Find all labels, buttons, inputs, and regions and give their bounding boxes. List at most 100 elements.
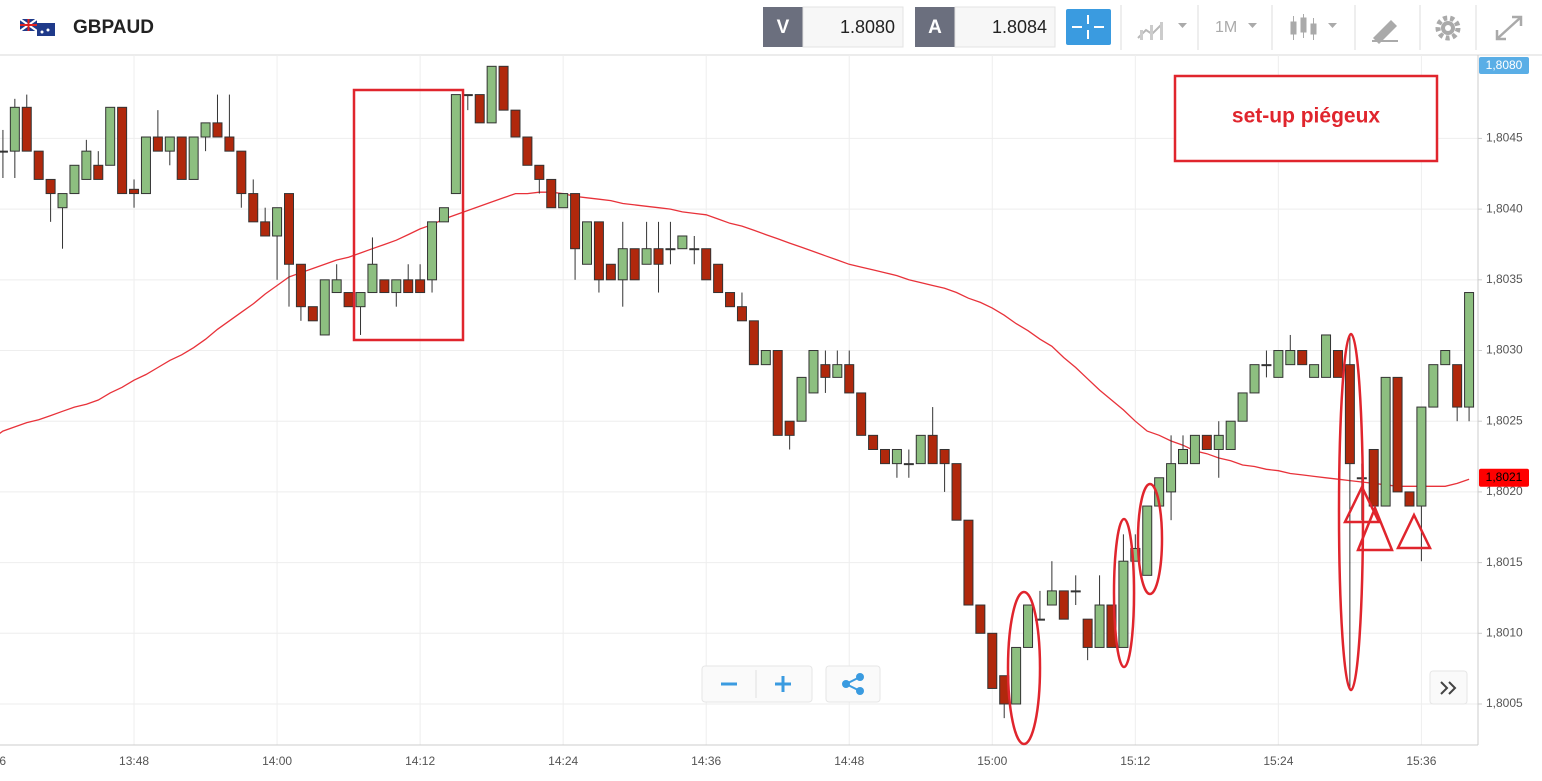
candle-body	[570, 193, 581, 250]
candle-body	[725, 292, 736, 308]
candle-body	[772, 350, 783, 436]
candle-body	[152, 136, 163, 152]
candle-body	[427, 221, 438, 281]
candle-body	[57, 193, 68, 209]
candle-body	[677, 235, 688, 250]
x-tick-label: 13:48	[119, 754, 149, 768]
candle-body	[93, 164, 104, 180]
y-tick-label: 1,8010	[1486, 625, 1523, 639]
candle-body	[1368, 448, 1379, 507]
candle-body	[1201, 434, 1212, 450]
candle-body	[319, 279, 330, 336]
draw-tool-button[interactable]	[1372, 20, 1398, 44]
chart-type-button[interactable]	[1137, 22, 1187, 40]
candle-body	[987, 632, 998, 689]
candle-body	[129, 188, 140, 195]
candle-body	[1070, 590, 1081, 593]
candle-body	[951, 463, 962, 521]
candle-body	[1452, 364, 1463, 408]
candle-body	[81, 150, 92, 180]
y-tick-label: 1,8005	[1486, 696, 1523, 710]
annotation-text: set-up piégeux	[1232, 105, 1381, 128]
candle-body	[844, 364, 855, 394]
x-tick-label: 13:36	[0, 754, 6, 768]
candle-body	[534, 164, 545, 180]
candle-body	[0, 150, 8, 153]
top-price-label: 1,8080	[1486, 58, 1523, 72]
moving-average	[0, 191, 1470, 487]
candle-body	[1309, 364, 1320, 378]
candle-body	[9, 106, 20, 152]
top-price-badge: 1,8080	[1479, 57, 1529, 74]
candle-body	[391, 279, 402, 294]
candle-body	[224, 136, 235, 152]
candle-body	[558, 193, 569, 209]
bid-box	[802, 6, 904, 48]
triangle-marker	[1396, 512, 1432, 550]
candle-body	[510, 109, 521, 138]
candle-body	[33, 150, 44, 180]
candle-body	[1321, 334, 1332, 378]
y-tick-label: 1,8015	[1486, 555, 1523, 569]
x-tick-label: 15:12	[1120, 754, 1150, 768]
candle-body	[140, 136, 151, 195]
candle-body	[903, 463, 914, 466]
candle-body	[856, 392, 867, 436]
highlight-ellipse	[1337, 332, 1365, 692]
crosshair-button[interactable]	[1066, 9, 1111, 45]
x-tick-label: 15:36	[1406, 754, 1436, 768]
candle-body	[1464, 292, 1475, 408]
candle-body	[1404, 491, 1415, 507]
candle-body	[784, 420, 795, 436]
candle-body	[1058, 590, 1069, 620]
share-button[interactable]	[825, 665, 881, 703]
zoom-in-button[interactable]	[775, 676, 791, 692]
candle-body	[462, 94, 473, 97]
ask-button[interactable]	[915, 7, 955, 47]
symbol: GBPAUD	[73, 17, 154, 38]
candle-body	[963, 519, 974, 606]
candle-body	[546, 178, 557, 209]
candle-body	[236, 150, 247, 195]
x-tick-label: 14:12	[405, 754, 435, 768]
candle-body	[1118, 560, 1129, 648]
last-price-badge: 1,8021	[1479, 468, 1529, 487]
candle-body	[200, 122, 211, 138]
candle-body	[367, 263, 378, 294]
y-tick-label: 1,8020	[1486, 484, 1523, 498]
timeframe-button[interactable]: 1M	[1215, 19, 1257, 36]
candle-body	[593, 221, 604, 281]
ask-price: 1.8084	[992, 17, 1047, 37]
expand-button[interactable]	[1495, 15, 1523, 41]
settings-button[interactable]	[1435, 15, 1461, 41]
bid-button[interactable]	[763, 7, 803, 47]
candle-body	[1178, 448, 1188, 465]
candle-body	[915, 434, 926, 465]
x-tick-label: 14:00	[262, 754, 292, 768]
candle-body	[1011, 646, 1022, 705]
x-tick-label: 15:24	[1263, 754, 1293, 768]
setup-box	[352, 88, 465, 342]
grid	[0, 55, 1478, 745]
candle-body	[689, 248, 700, 251]
candle-body	[653, 248, 664, 265]
candle-body	[1094, 604, 1105, 648]
candle-body	[272, 207, 283, 237]
candle-body	[808, 350, 819, 394]
candle-body	[1285, 350, 1296, 366]
x-tick-label: 14:36	[691, 754, 721, 768]
triangle-marker	[1356, 504, 1394, 552]
candle-body	[21, 106, 32, 152]
candle-body	[820, 364, 831, 378]
candle-body	[176, 136, 187, 180]
candle-body	[832, 364, 843, 378]
candle-body	[164, 136, 175, 152]
scroll-right-button[interactable]	[1429, 670, 1468, 705]
bid-price: 1.8080	[840, 17, 895, 37]
candle-body	[1130, 547, 1141, 562]
candle-body	[212, 122, 223, 138]
candle-style-button[interactable]	[1290, 14, 1337, 40]
y-tick-label: 1,8045	[1486, 131, 1523, 145]
